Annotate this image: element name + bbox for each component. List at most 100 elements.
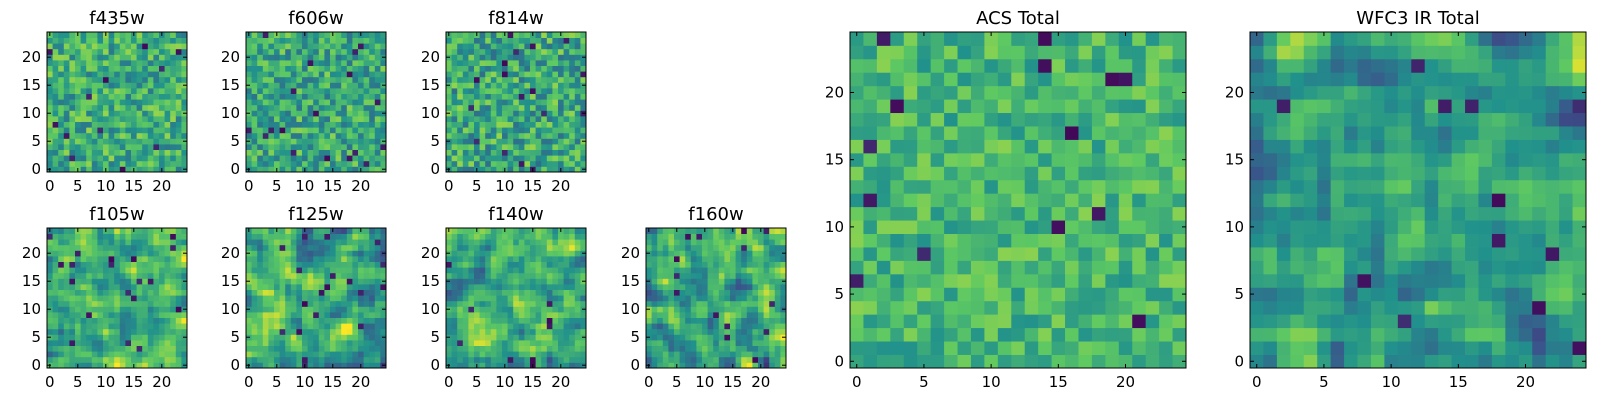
heatmap-cell bbox=[52, 104, 59, 111]
heatmap-cell bbox=[307, 295, 314, 302]
heatmap-cell bbox=[313, 110, 320, 117]
heatmap-cell bbox=[474, 110, 480, 117]
heatmap-cell bbox=[175, 278, 182, 285]
heatmap-cell bbox=[685, 356, 692, 363]
heatmap-cell bbox=[580, 323, 587, 330]
heatmap-cell bbox=[702, 278, 708, 285]
heatmap-cell bbox=[313, 272, 320, 279]
heatmap-cell bbox=[479, 340, 486, 346]
heatmap-cell bbox=[159, 116, 165, 122]
heatmap-cell bbox=[358, 144, 364, 150]
heatmap-cell bbox=[181, 356, 188, 363]
heatmap-cell bbox=[147, 32, 154, 38]
heatmap-cell bbox=[850, 247, 864, 261]
heatmap-cell bbox=[457, 289, 464, 296]
heatmap-cell bbox=[86, 149, 93, 156]
heatmap-cell bbox=[758, 340, 764, 346]
heatmap-cell bbox=[374, 127, 381, 134]
heatmap-cell bbox=[713, 306, 720, 313]
heatmap-cell bbox=[324, 48, 331, 55]
heatmap-cell bbox=[563, 110, 570, 117]
heatmap-cell bbox=[114, 289, 121, 296]
heatmap-cell bbox=[318, 127, 325, 134]
heatmap-cell bbox=[490, 76, 497, 83]
heatmap-cell bbox=[903, 166, 918, 181]
heatmap-cell bbox=[451, 88, 458, 94]
heatmap-cell bbox=[296, 300, 303, 307]
heatmap-cell bbox=[302, 300, 308, 307]
heatmap-cell bbox=[142, 60, 149, 66]
heatmap-cell bbox=[997, 206, 1012, 221]
heatmap-cell bbox=[330, 71, 336, 78]
heatmap-cell bbox=[147, 306, 154, 313]
heatmap-cell bbox=[679, 323, 686, 330]
heatmap-cell bbox=[730, 244, 736, 251]
heatmap-cell bbox=[1091, 193, 1106, 208]
heatmap-cells bbox=[850, 32, 1187, 369]
heatmap-cell bbox=[574, 233, 581, 240]
heatmap-cell bbox=[103, 250, 109, 257]
heatmap-cell bbox=[752, 244, 759, 251]
heatmap-cell bbox=[1091, 179, 1106, 194]
heatmap-cell bbox=[119, 328, 126, 335]
heatmap-cell bbox=[580, 32, 587, 38]
heatmap-cell bbox=[279, 233, 286, 240]
heatmap-cell bbox=[369, 138, 376, 145]
heatmap-cell bbox=[863, 152, 878, 167]
heatmap-cell bbox=[251, 250, 258, 257]
heatmap-cell bbox=[114, 278, 121, 285]
heatmap-cell bbox=[324, 261, 331, 268]
heatmap-cell bbox=[363, 284, 370, 290]
heatmap-cell bbox=[1091, 247, 1106, 261]
heatmap-cell bbox=[1132, 179, 1147, 194]
heatmap-cell bbox=[485, 323, 492, 330]
heatmap-cell bbox=[535, 278, 542, 285]
heatmap-cell bbox=[513, 267, 520, 274]
heatmap-cell bbox=[246, 127, 252, 134]
heatmap-cell bbox=[108, 166, 115, 173]
heatmap-cell bbox=[890, 327, 905, 342]
heatmap-cell bbox=[668, 239, 675, 246]
heatmap-cell bbox=[108, 88, 115, 94]
heatmap-cell bbox=[108, 48, 115, 55]
heatmap-cell bbox=[369, 104, 376, 111]
heatmap-cell bbox=[58, 362, 65, 369]
heatmap-cell bbox=[713, 272, 720, 279]
heatmap-cell bbox=[363, 60, 370, 66]
heatmap-cell bbox=[502, 149, 508, 156]
heatmap-cell bbox=[1172, 300, 1187, 315]
heatmap-cell bbox=[257, 278, 264, 285]
heatmap-cell bbox=[774, 345, 781, 352]
heatmap-cell bbox=[646, 284, 652, 290]
heatmap-cell bbox=[984, 354, 999, 369]
heatmap-cell bbox=[574, 300, 581, 307]
heatmap-cell bbox=[496, 132, 503, 139]
heatmap-cell bbox=[657, 261, 664, 268]
heatmap-cell bbox=[330, 82, 336, 89]
heatmap-cell bbox=[496, 256, 503, 262]
heatmap-cell bbox=[52, 166, 59, 173]
heatmap-cell bbox=[546, 228, 553, 234]
heatmap-cell bbox=[668, 312, 675, 318]
heatmap-cell bbox=[446, 93, 452, 100]
heatmap-cell bbox=[153, 289, 160, 296]
heatmap-cell bbox=[374, 284, 381, 290]
heatmap-cell bbox=[552, 233, 559, 240]
heatmap-cell bbox=[80, 82, 87, 89]
heatmap-cell bbox=[718, 334, 725, 341]
heatmap-cell bbox=[175, 110, 182, 117]
heatmap-cell bbox=[363, 278, 370, 285]
heatmap-cell bbox=[363, 312, 370, 318]
heatmap-cell bbox=[552, 144, 559, 150]
heatmap-cell bbox=[496, 48, 503, 55]
heatmap-cell bbox=[274, 239, 280, 246]
heatmap-cell bbox=[374, 295, 381, 302]
heatmap-cell bbox=[574, 132, 581, 139]
heatmap-cell bbox=[546, 317, 553, 324]
heatmap-cell bbox=[114, 93, 121, 100]
heatmap-cell bbox=[518, 284, 525, 290]
heatmap-cell bbox=[535, 43, 542, 50]
heatmap-cell bbox=[125, 328, 132, 335]
heatmap-cell bbox=[518, 278, 525, 285]
heatmap-cell bbox=[313, 244, 320, 251]
